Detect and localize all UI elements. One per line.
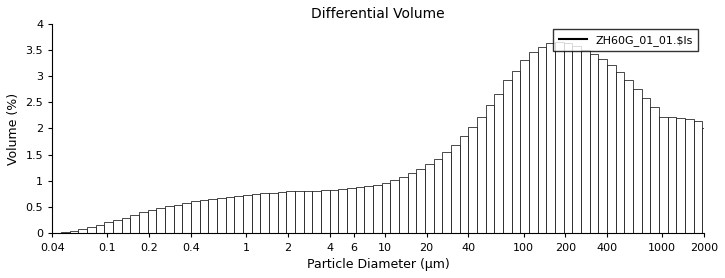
- Bar: [538, 47, 547, 234]
- Bar: [225, 197, 234, 234]
- Bar: [78, 229, 87, 234]
- Bar: [104, 222, 113, 234]
- Bar: [460, 136, 468, 234]
- Bar: [191, 202, 199, 234]
- Bar: [113, 220, 122, 234]
- Bar: [521, 60, 529, 234]
- Bar: [720, 202, 725, 234]
- Bar: [650, 108, 659, 234]
- Bar: [61, 232, 70, 234]
- Bar: [157, 208, 165, 234]
- Bar: [477, 117, 486, 234]
- Bar: [616, 72, 624, 234]
- Bar: [589, 54, 598, 234]
- Bar: [425, 164, 434, 234]
- Bar: [555, 42, 564, 234]
- Bar: [286, 192, 295, 234]
- Bar: [199, 200, 208, 234]
- Bar: [165, 206, 173, 234]
- Bar: [642, 98, 650, 234]
- Bar: [321, 190, 330, 234]
- Bar: [312, 191, 321, 234]
- Bar: [547, 43, 555, 234]
- Bar: [182, 203, 191, 234]
- Bar: [486, 105, 494, 234]
- Bar: [243, 195, 252, 234]
- Bar: [581, 50, 589, 234]
- Bar: [52, 233, 61, 234]
- Bar: [252, 194, 260, 234]
- Bar: [407, 173, 416, 234]
- Bar: [399, 177, 407, 234]
- Bar: [330, 190, 339, 234]
- Y-axis label: Volume (%): Volume (%): [7, 92, 20, 165]
- Bar: [529, 52, 538, 234]
- Bar: [633, 89, 642, 234]
- Bar: [711, 150, 720, 234]
- Bar: [70, 231, 78, 234]
- Bar: [234, 196, 243, 234]
- Bar: [668, 117, 676, 234]
- Bar: [607, 66, 616, 234]
- Bar: [373, 185, 381, 234]
- Bar: [339, 189, 347, 234]
- Bar: [381, 183, 390, 234]
- Bar: [434, 159, 442, 234]
- Bar: [468, 127, 477, 234]
- Bar: [512, 71, 521, 234]
- Bar: [624, 80, 633, 234]
- Bar: [503, 80, 512, 234]
- Bar: [347, 188, 356, 234]
- Bar: [494, 94, 503, 234]
- Bar: [139, 212, 148, 234]
- Bar: [304, 192, 312, 234]
- Bar: [217, 198, 225, 234]
- Bar: [208, 199, 217, 234]
- Bar: [442, 152, 451, 234]
- Title: Differential Volume: Differential Volume: [311, 7, 445, 21]
- Bar: [295, 192, 304, 234]
- X-axis label: Particle Diameter (μm): Particle Diameter (μm): [307, 258, 450, 271]
- Bar: [685, 119, 694, 234]
- Bar: [260, 193, 269, 234]
- Bar: [598, 59, 607, 234]
- Bar: [572, 46, 581, 234]
- Bar: [269, 193, 278, 234]
- Bar: [87, 227, 96, 234]
- Bar: [148, 210, 157, 234]
- Bar: [564, 43, 572, 234]
- Bar: [173, 205, 182, 234]
- Bar: [365, 186, 373, 234]
- Bar: [96, 225, 104, 234]
- Bar: [122, 218, 130, 234]
- Bar: [416, 169, 425, 234]
- Bar: [390, 180, 399, 234]
- Bar: [356, 187, 365, 234]
- Bar: [694, 121, 703, 234]
- Bar: [659, 117, 668, 234]
- Bar: [676, 118, 685, 234]
- Bar: [278, 192, 286, 234]
- Bar: [130, 215, 139, 234]
- Bar: [703, 128, 711, 234]
- Bar: [451, 145, 460, 234]
- Legend: ZH60G_01_01.$ls: ZH60G_01_01.$ls: [553, 29, 698, 51]
